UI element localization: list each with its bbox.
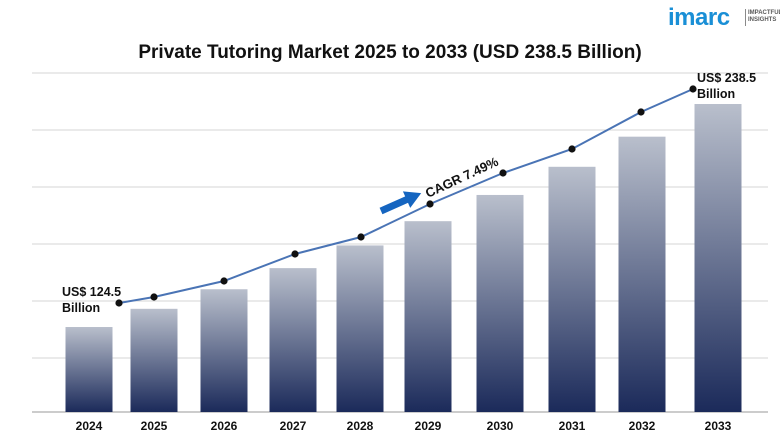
trend-marker-2032 — [637, 108, 645, 116]
bar-2031 — [548, 166, 596, 412]
trend-marker-2026 — [220, 277, 228, 285]
imarc-logo: imarc IMPACTFUL INSIGHTS — [668, 4, 780, 34]
bar-2027 — [269, 268, 317, 412]
x-tick-label: 2026 — [211, 419, 238, 433]
cagr-arrow-shaft — [379, 195, 410, 215]
cagr-label: CAGR 7.49% — [423, 154, 501, 201]
trend-marker-2033 — [689, 85, 697, 93]
bar-2026 — [200, 289, 248, 412]
bar-2024 — [65, 327, 113, 412]
bars — [65, 104, 742, 412]
bar-2033 — [694, 104, 742, 412]
x-tick-label: 2024 — [76, 419, 103, 433]
trend-line — [118, 88, 694, 304]
logo-divider — [745, 9, 746, 26]
trend-marker-2028 — [357, 233, 365, 241]
x-tick-label: 2029 — [415, 419, 442, 433]
x-tick-label: 2028 — [347, 419, 374, 433]
x-tick-label: 2033 — [705, 419, 732, 433]
trend-marker-2025 — [150, 293, 158, 301]
chart-title: Private Tutoring Market 2025 to 2033 (US… — [138, 42, 642, 63]
trend-marker-2027 — [291, 250, 299, 258]
cagr-arrow-icon — [379, 191, 422, 215]
logo-wordmark: imarc — [668, 4, 730, 31]
trend-marker-2024 — [115, 299, 123, 307]
logo-tagline: IMPACTFUL INSIGHTS — [748, 10, 780, 23]
x-tick-label: 2025 — [141, 419, 168, 433]
trend-marker-2031 — [568, 145, 576, 153]
trend-line-group — [115, 85, 697, 307]
end-value-label: US$ 238.5 Billion — [697, 71, 756, 101]
x-tick-label: 2030 — [487, 419, 514, 433]
trend-marker-2030 — [499, 169, 507, 177]
cagr-arrow-head — [402, 191, 422, 208]
start-value-label: US$ 124.5 Billion — [62, 285, 121, 315]
bar-2028 — [336, 245, 384, 412]
bar-2030 — [476, 194, 524, 412]
x-tick-label: 2031 — [559, 419, 586, 433]
bar-2032 — [618, 136, 666, 412]
x-tick-labels: 2024 2025 2026 2027 2028 2029 2030 2031 2032 2033 — [76, 419, 732, 433]
x-tick-label: 2032 — [629, 419, 656, 433]
trend-marker-2029 — [426, 200, 434, 208]
bar-2025 — [130, 308, 178, 412]
x-tick-label: 2027 — [280, 419, 307, 433]
bar-2029 — [404, 221, 452, 412]
